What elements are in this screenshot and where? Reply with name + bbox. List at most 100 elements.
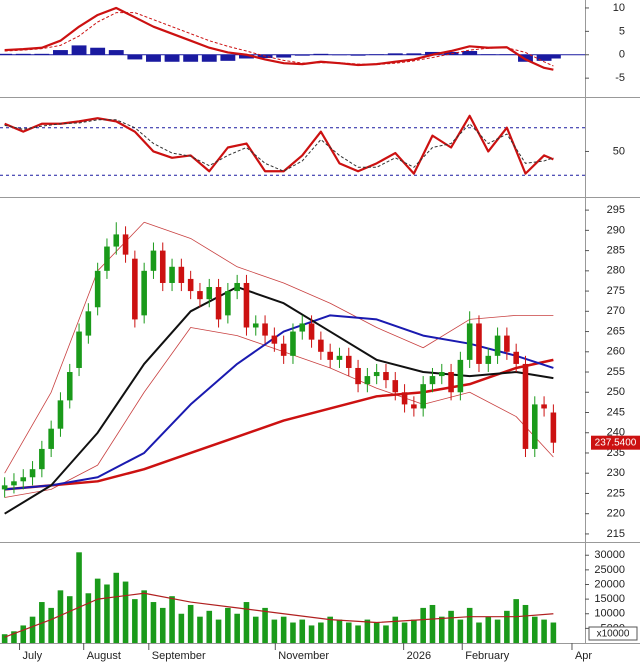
- histogram-bar: [109, 50, 124, 55]
- candle-body: [169, 267, 175, 283]
- volume-bar: [169, 596, 175, 643]
- candle-body: [430, 376, 436, 384]
- histogram-bar: [313, 54, 328, 55]
- x-tick-label: 2026: [407, 650, 431, 662]
- volume-bar: [541, 620, 547, 643]
- volume-bar: [374, 623, 380, 643]
- volume-bar: [253, 617, 259, 643]
- volume-bar: [402, 623, 408, 643]
- candle-body: [420, 384, 426, 408]
- candle-body: [495, 336, 501, 356]
- volume-bar: [234, 614, 240, 643]
- volume-bar: [179, 614, 185, 643]
- volume-bar: [262, 608, 268, 643]
- volume-bar: [495, 620, 501, 643]
- candle-body: [504, 336, 510, 352]
- candle-body: [290, 332, 296, 356]
- volume-bar: [532, 617, 538, 643]
- histogram-bar: [34, 54, 49, 55]
- volume-bar: [337, 620, 343, 643]
- volume-bar: [67, 596, 73, 643]
- candle-body: [551, 413, 557, 443]
- candle-body: [206, 287, 212, 299]
- candle-body: [234, 283, 240, 291]
- candle-body: [318, 340, 324, 352]
- candle-body: [188, 279, 194, 291]
- candle-body: [86, 311, 92, 335]
- x-tick-label: November: [278, 650, 329, 662]
- y-tick-label: -5: [615, 72, 625, 84]
- volume-bar: [225, 608, 231, 643]
- volume-bar: [467, 608, 473, 643]
- candle-body: [253, 323, 259, 327]
- volume-bar: [299, 620, 305, 643]
- candle-body: [467, 323, 473, 359]
- x-tick-label: September: [152, 650, 206, 662]
- volume-bar: [113, 573, 119, 643]
- candle-body: [216, 287, 222, 319]
- histogram-bar: [295, 55, 310, 56]
- volume-bar: [281, 617, 287, 643]
- y-tick-label: 250: [607, 386, 625, 398]
- candle-body: [532, 404, 538, 449]
- volume-bar: [188, 605, 194, 643]
- volume-bar: [551, 623, 557, 643]
- candle-body: [123, 234, 129, 254]
- candle-body: [523, 364, 529, 449]
- volume-bar: [272, 620, 278, 643]
- candle-body: [160, 251, 166, 283]
- candle-body: [439, 372, 445, 376]
- histogram-bar: [276, 55, 291, 58]
- candle-body: [355, 368, 361, 384]
- y-tick-label: 215: [607, 528, 625, 540]
- volume-bar: [104, 584, 110, 643]
- y-tick-label: 270: [607, 305, 625, 317]
- volume-bar: [430, 605, 436, 643]
- histogram-bar: [53, 50, 68, 55]
- volume-bar: [309, 625, 315, 643]
- volume-bar: [160, 608, 166, 643]
- histogram-bar: [127, 55, 142, 60]
- histogram-bar: [183, 55, 198, 62]
- histogram-bar: [16, 54, 31, 55]
- y-tick-label: 25000: [594, 564, 625, 576]
- y-tick-label: 245: [607, 406, 625, 418]
- candle-body: [262, 323, 268, 335]
- volume-bar: [523, 605, 529, 643]
- candle-body: [58, 400, 64, 428]
- volume-bar: [244, 602, 250, 643]
- unit-label: x10000: [597, 629, 630, 640]
- candle-body: [48, 429, 54, 449]
- candle-body: [476, 323, 482, 363]
- volume-bar: [30, 617, 36, 643]
- y-tick-label: 260: [607, 346, 625, 358]
- y-tick-label: 5: [619, 25, 625, 37]
- candle-body: [374, 372, 380, 376]
- candle-body: [11, 481, 17, 485]
- y-tick-label: 220: [607, 508, 625, 520]
- volume-bar: [141, 590, 147, 643]
- y-tick-label: 10000: [594, 608, 625, 620]
- candle-body: [346, 356, 352, 368]
- volume-bar: [346, 623, 352, 643]
- candle-body: [244, 283, 250, 328]
- x-tick-label: July: [23, 650, 43, 662]
- volume-bar: [123, 582, 129, 643]
- y-tick-label: 20000: [594, 578, 625, 590]
- histogram-bar: [406, 53, 421, 54]
- candle-body: [337, 356, 343, 360]
- candle-body: [309, 323, 315, 339]
- candle-body: [67, 372, 73, 400]
- y-tick-label: 265: [607, 325, 625, 337]
- volume-bar: [383, 625, 389, 643]
- candle-body: [485, 356, 491, 364]
- candle-body: [197, 291, 203, 299]
- candle-body: [327, 352, 333, 360]
- volume-bar: [20, 625, 26, 643]
- candle-body: [20, 477, 26, 481]
- y-tick-label: 225: [607, 487, 625, 499]
- volume-bar: [95, 579, 101, 643]
